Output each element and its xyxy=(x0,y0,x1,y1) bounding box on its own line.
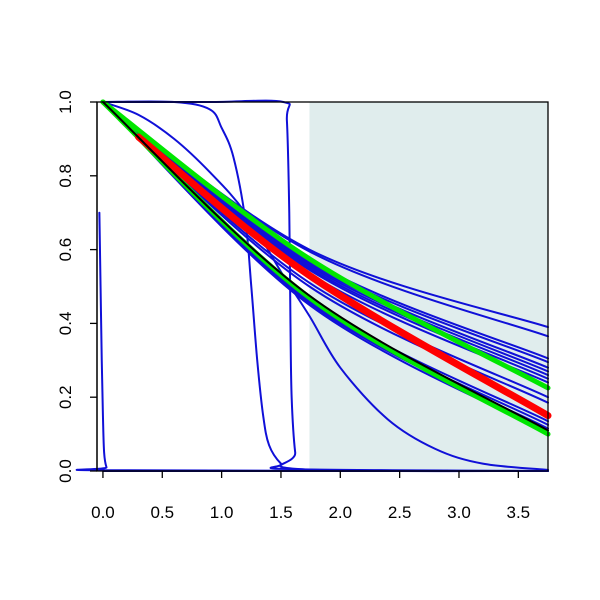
y-tick-label: 0.0 xyxy=(56,459,75,483)
y-tick-label: 1.0 xyxy=(56,90,75,114)
y-tick-label: 0.6 xyxy=(56,238,75,262)
y-tick-label: 0.2 xyxy=(56,385,75,409)
series-line-blue-15 xyxy=(101,101,549,471)
x-tick-label: 0.5 xyxy=(150,503,174,522)
x-tick-label: 2.0 xyxy=(328,503,352,522)
x-tick-label: 3.5 xyxy=(507,503,531,522)
x-tick-label: 0.0 xyxy=(91,503,115,522)
series-line-green-20 xyxy=(100,99,551,391)
series-line-red-22 xyxy=(135,133,552,420)
series-line-blue-16 xyxy=(101,100,549,472)
x-tick-label: 3.0 xyxy=(447,503,471,522)
x-tick-label: 1.5 xyxy=(269,503,293,522)
y-tick-label: 0.4 xyxy=(56,312,75,336)
series-line-black-23 xyxy=(101,101,549,432)
axes-layer: 0.0 0.5 1.0 1.5 2.0 2.5 3.0 3.5 0.0 0.2 0.4 0.6 0.8 1… xyxy=(56,90,549,522)
series-line-blue-17 xyxy=(101,99,549,473)
x-tick-label: 2.5 xyxy=(388,503,412,522)
y-tick-label: 0.8 xyxy=(56,164,75,188)
x-tick-label: 1.0 xyxy=(210,503,234,522)
